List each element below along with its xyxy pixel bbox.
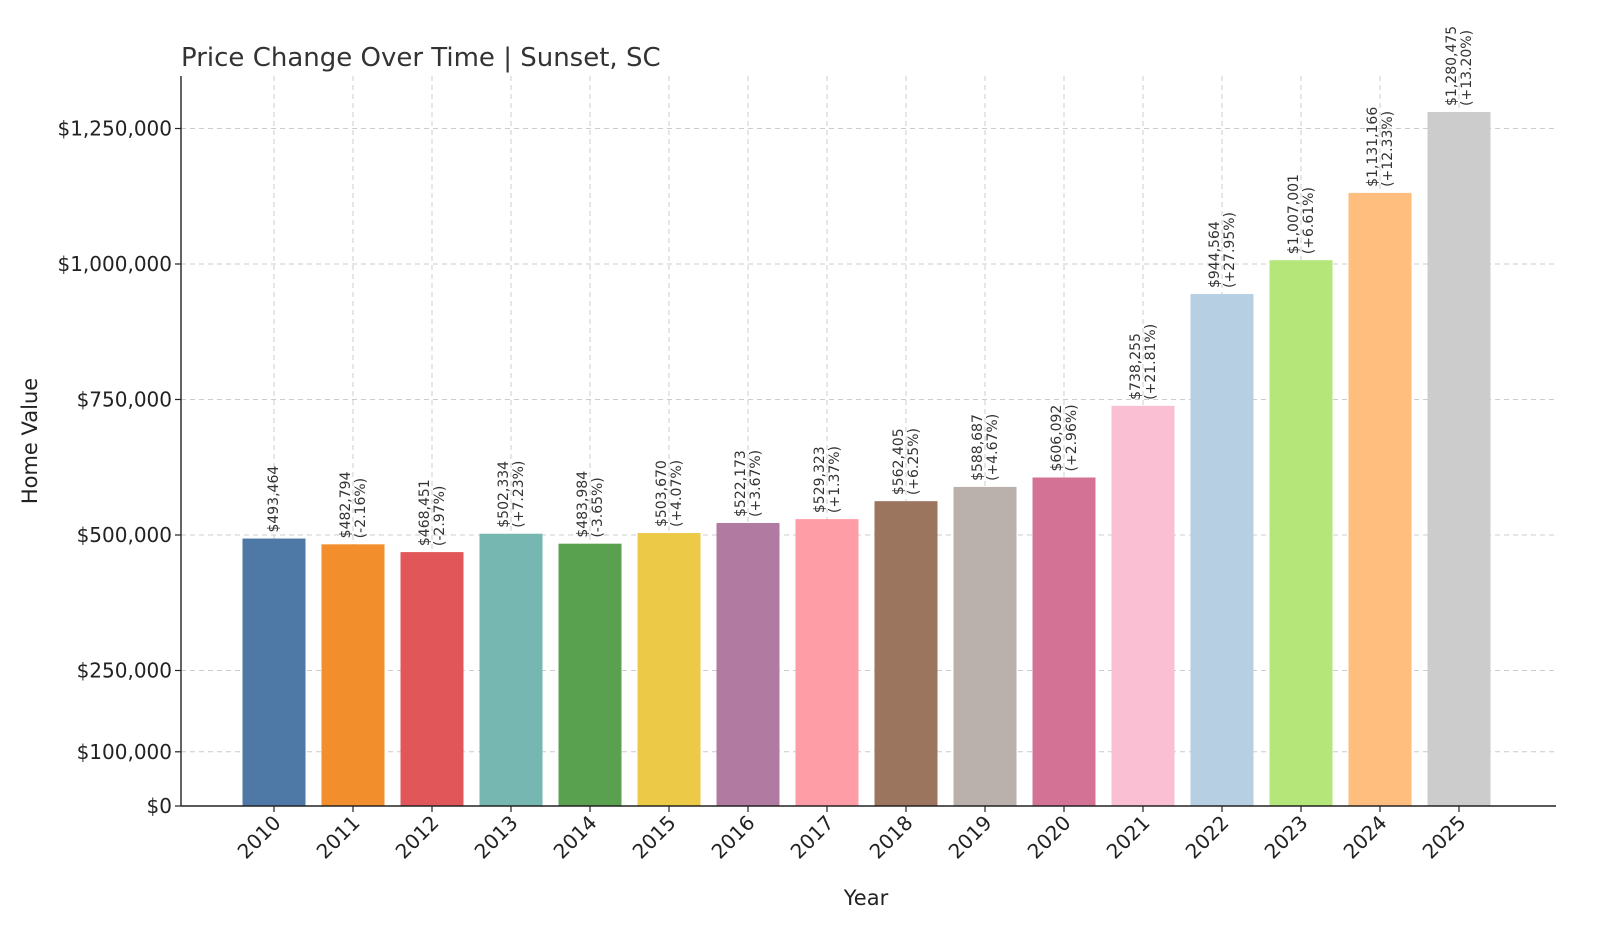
x-tick-label: 2020 [1023, 811, 1076, 864]
bar-2024 [1348, 192, 1412, 807]
bar-2025 [1427, 111, 1491, 807]
change-label: (+1.37%) [827, 446, 843, 513]
change-label: (+6.61%) [1301, 187, 1317, 254]
change-label: (+2.96%) [1064, 404, 1080, 471]
x-tick-label: 2021 [1102, 811, 1155, 864]
value-label: $468,451 [417, 479, 433, 546]
x-tick-label: 2012 [391, 811, 444, 864]
x-tick-label: 2011 [312, 811, 365, 864]
value-label: $502,334 [496, 461, 512, 528]
axes [180, 76, 1556, 807]
bar-2013 [479, 533, 543, 806]
bar-2017 [795, 519, 859, 806]
bar-2010 [242, 538, 306, 806]
bar-2023 [1269, 260, 1333, 806]
y-tick-label: $100,000 [77, 740, 172, 764]
chart-title: Price Change Over Time | Sunset, SC [181, 43, 661, 73]
y-tick-label: $0 [147, 794, 172, 818]
value-label: $1,131,166 [1365, 107, 1381, 187]
x-tick-label: 2010 [233, 811, 286, 864]
value-label: $606,092 [1049, 405, 1065, 472]
x-tick-label: 2015 [628, 811, 681, 864]
y-tick-label: $500,000 [77, 523, 172, 547]
x-tick-label: 2023 [1260, 811, 1313, 864]
x-tick-label: 2013 [470, 811, 523, 864]
bar-2016 [716, 522, 780, 806]
bar-2015 [637, 533, 701, 806]
y-axis-label: Home Value [18, 378, 42, 504]
change-label: (+4.07%) [669, 460, 685, 527]
y-tick-label: $1,250,000 [57, 117, 172, 141]
change-label: (+21.81%) [1143, 324, 1159, 400]
value-label: $529,323 [812, 446, 828, 513]
x-tick-label: 2014 [549, 811, 602, 864]
bar-2019 [953, 486, 1017, 806]
bar-2014 [558, 543, 622, 806]
y-tick-label: $750,000 [77, 388, 172, 412]
x-tick-label: 2019 [944, 811, 997, 864]
value-label: $588,687 [970, 414, 986, 481]
change-label: (+6.25%) [906, 428, 922, 495]
y-tick-label: $1,000,000 [57, 252, 172, 276]
x-tick-label: 2018 [865, 811, 918, 864]
change-label: (-2.97%) [432, 486, 448, 546]
x-tick-label: 2016 [707, 811, 760, 864]
change-label: (+4.67%) [985, 414, 1001, 481]
value-label: $738,255 [1128, 333, 1144, 400]
x-tick-label: 2017 [786, 811, 839, 864]
x-tick-label: 2024 [1339, 811, 1392, 864]
y-tick-label: $250,000 [77, 659, 172, 683]
bar-2012 [400, 552, 464, 806]
bar-2018 [874, 501, 938, 806]
bars [242, 111, 1491, 807]
change-label: (-3.65%) [590, 477, 606, 537]
bar-2021 [1111, 405, 1175, 806]
value-label: $482,794 [338, 471, 354, 538]
data-labels: $493,464 $482,794 (-2.16%) $468,451 (-2.97%)… [266, 26, 1475, 546]
x-tick-label: 2025 [1418, 811, 1471, 864]
change-label: (+13.20%) [1459, 30, 1475, 106]
x-tick-label: 2022 [1181, 811, 1234, 864]
value-label: $503,670 [654, 460, 670, 527]
value-label: $1,007,001 [1286, 174, 1302, 254]
change-label: (-2.16%) [353, 478, 369, 538]
value-label: $483,984 [575, 471, 591, 538]
change-label: (+3.67%) [748, 450, 764, 517]
y-tick-labels: $0 $100,000 $250,000 $500,000 $750,000 $1,000… [57, 117, 172, 819]
bar-2022 [1190, 294, 1254, 806]
value-label: $562,405 [891, 428, 907, 495]
change-label: (+12.33%) [1380, 111, 1396, 187]
value-label: $522,173 [733, 450, 749, 517]
x-tick-labels: 2010 2011 2012 2013 2014 2015 2016 2017 2018 2019… [233, 806, 1471, 864]
bar-2011 [321, 544, 385, 806]
value-label: $1,280,475 [1444, 26, 1460, 106]
change-label: (+7.23%) [511, 461, 527, 528]
x-axis-label: Year [843, 886, 889, 910]
value-label: $493,464 [266, 466, 282, 533]
change-label: (+27.95%) [1222, 212, 1238, 288]
value-label: $944,564 [1207, 221, 1223, 288]
bar-2020 [1032, 477, 1096, 806]
